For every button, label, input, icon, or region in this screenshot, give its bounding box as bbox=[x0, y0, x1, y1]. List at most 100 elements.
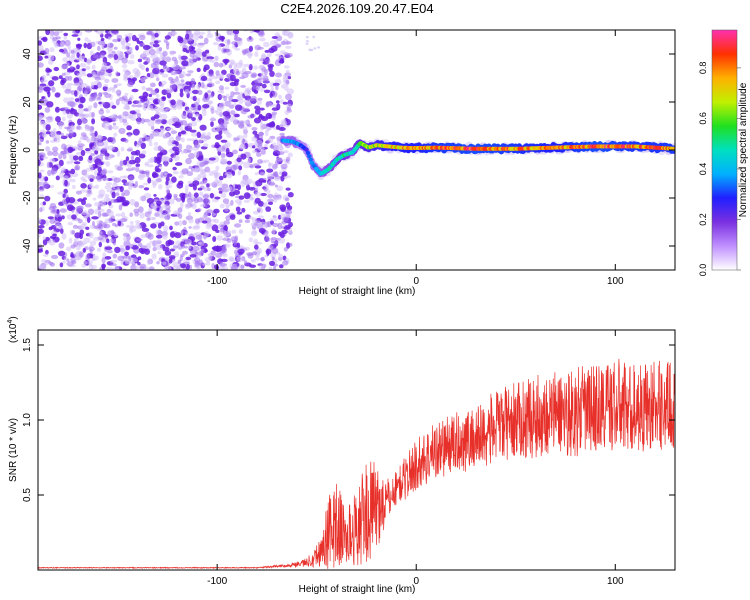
noise-speckle bbox=[46, 101, 54, 108]
noise-speckle bbox=[279, 264, 284, 269]
noise-speckle bbox=[281, 229, 288, 234]
noise-speckle bbox=[49, 158, 55, 164]
noise-speckle bbox=[138, 206, 144, 213]
noise-speckle bbox=[209, 192, 214, 199]
noise-speckle bbox=[180, 230, 184, 235]
noise-speckle bbox=[40, 79, 48, 83]
noise-speckle bbox=[82, 178, 88, 183]
noise-speckle bbox=[213, 218, 220, 224]
noise-speckle bbox=[196, 84, 201, 90]
noise-speckle bbox=[194, 140, 198, 148]
noise-speckle bbox=[241, 72, 249, 79]
noise-speckle bbox=[251, 127, 258, 131]
noise-speckle bbox=[104, 193, 110, 199]
y-tick-label: -20 bbox=[22, 190, 33, 205]
noise-speckle bbox=[187, 212, 192, 217]
noise-speckle bbox=[188, 183, 195, 187]
noise-speckle bbox=[118, 127, 126, 135]
noise-speckle bbox=[47, 91, 51, 98]
noise-speckle bbox=[74, 255, 81, 261]
noise-speckle bbox=[157, 97, 163, 104]
noise-speckle bbox=[250, 259, 256, 263]
noise-speckle bbox=[38, 228, 44, 234]
noise-speckle bbox=[104, 78, 110, 83]
noise-speckle bbox=[238, 219, 243, 224]
noise-speckle bbox=[150, 223, 157, 229]
noise-speckle bbox=[229, 257, 236, 263]
noise-speckle bbox=[252, 210, 259, 215]
noise-speckle bbox=[153, 242, 158, 246]
noise-speckle bbox=[219, 263, 227, 267]
noise-speckle bbox=[229, 214, 236, 220]
noise-speckle bbox=[252, 130, 258, 135]
noise-speckle bbox=[184, 193, 189, 199]
noise-speckle bbox=[42, 236, 46, 241]
noise-speckle bbox=[199, 191, 204, 197]
noise-speckle bbox=[47, 216, 54, 220]
noise-speckle bbox=[215, 247, 222, 252]
noise-speckle bbox=[278, 231, 282, 236]
noise-speckle bbox=[152, 43, 160, 48]
noise-speckle bbox=[178, 175, 184, 179]
noise-speckle bbox=[308, 48, 312, 51]
noise-speckle bbox=[265, 206, 272, 212]
noise-speckle bbox=[279, 145, 284, 151]
noise-speckle bbox=[173, 251, 180, 258]
noise-speckle bbox=[200, 82, 205, 89]
noise-speckle bbox=[283, 84, 289, 91]
noise-speckle bbox=[202, 109, 207, 117]
noise-speckle bbox=[150, 82, 156, 88]
noise-speckle bbox=[278, 253, 283, 259]
noise-speckle bbox=[246, 36, 254, 42]
noise-speckle bbox=[285, 45, 292, 49]
noise-speckle bbox=[145, 136, 152, 142]
noise-speckle bbox=[156, 234, 163, 239]
noise-speckle bbox=[251, 217, 258, 224]
signal-core bbox=[304, 147, 309, 152]
noise-speckle bbox=[39, 120, 47, 126]
noise-speckle bbox=[126, 224, 132, 228]
noise-speckle bbox=[101, 257, 106, 264]
noise-speckle bbox=[60, 228, 64, 234]
noise-speckle bbox=[169, 231, 176, 238]
noise-speckle bbox=[84, 203, 92, 208]
noise-speckle bbox=[105, 161, 111, 167]
noise-speckle bbox=[287, 192, 294, 198]
noise-speckle bbox=[275, 84, 279, 91]
noise-speckle bbox=[286, 106, 291, 111]
noise-speckle bbox=[121, 179, 128, 184]
noise-speckle bbox=[145, 171, 150, 178]
noise-speckle bbox=[38, 86, 43, 93]
noise-speckle bbox=[164, 215, 171, 221]
noise-speckle bbox=[128, 112, 134, 120]
noise-speckle bbox=[246, 97, 254, 102]
noise-speckle bbox=[127, 77, 132, 81]
noise-speckle bbox=[55, 116, 61, 123]
noise-speckle bbox=[111, 78, 119, 83]
noise-speckle bbox=[182, 47, 188, 53]
figure-title: C2E4.2026.109.20.47.E04 bbox=[280, 1, 433, 16]
noise-speckle bbox=[85, 193, 91, 197]
noise-speckle bbox=[116, 83, 122, 87]
noise-speckle bbox=[168, 255, 176, 260]
noise-speckle bbox=[225, 205, 230, 210]
noise-speckle bbox=[80, 118, 88, 125]
noise-speckle bbox=[44, 47, 50, 55]
noise-speckle bbox=[146, 197, 155, 204]
noise-speckle bbox=[282, 216, 289, 223]
noise-speckle bbox=[60, 150, 64, 156]
noise-speckle bbox=[58, 242, 65, 249]
noise-speckle bbox=[125, 52, 129, 59]
noise-speckle bbox=[225, 215, 231, 222]
noise-speckle bbox=[268, 113, 273, 119]
noise-speckle bbox=[163, 39, 168, 43]
noise-speckle bbox=[147, 158, 154, 164]
noise-speckle bbox=[121, 63, 128, 69]
noise-speckle bbox=[73, 82, 80, 87]
noise-speckle bbox=[38, 224, 45, 229]
noise-speckle bbox=[286, 242, 291, 249]
noise-speckle bbox=[153, 40, 159, 44]
noise-speckle bbox=[160, 171, 164, 178]
noise-speckle bbox=[247, 52, 252, 59]
noise-speckle bbox=[115, 98, 120, 106]
